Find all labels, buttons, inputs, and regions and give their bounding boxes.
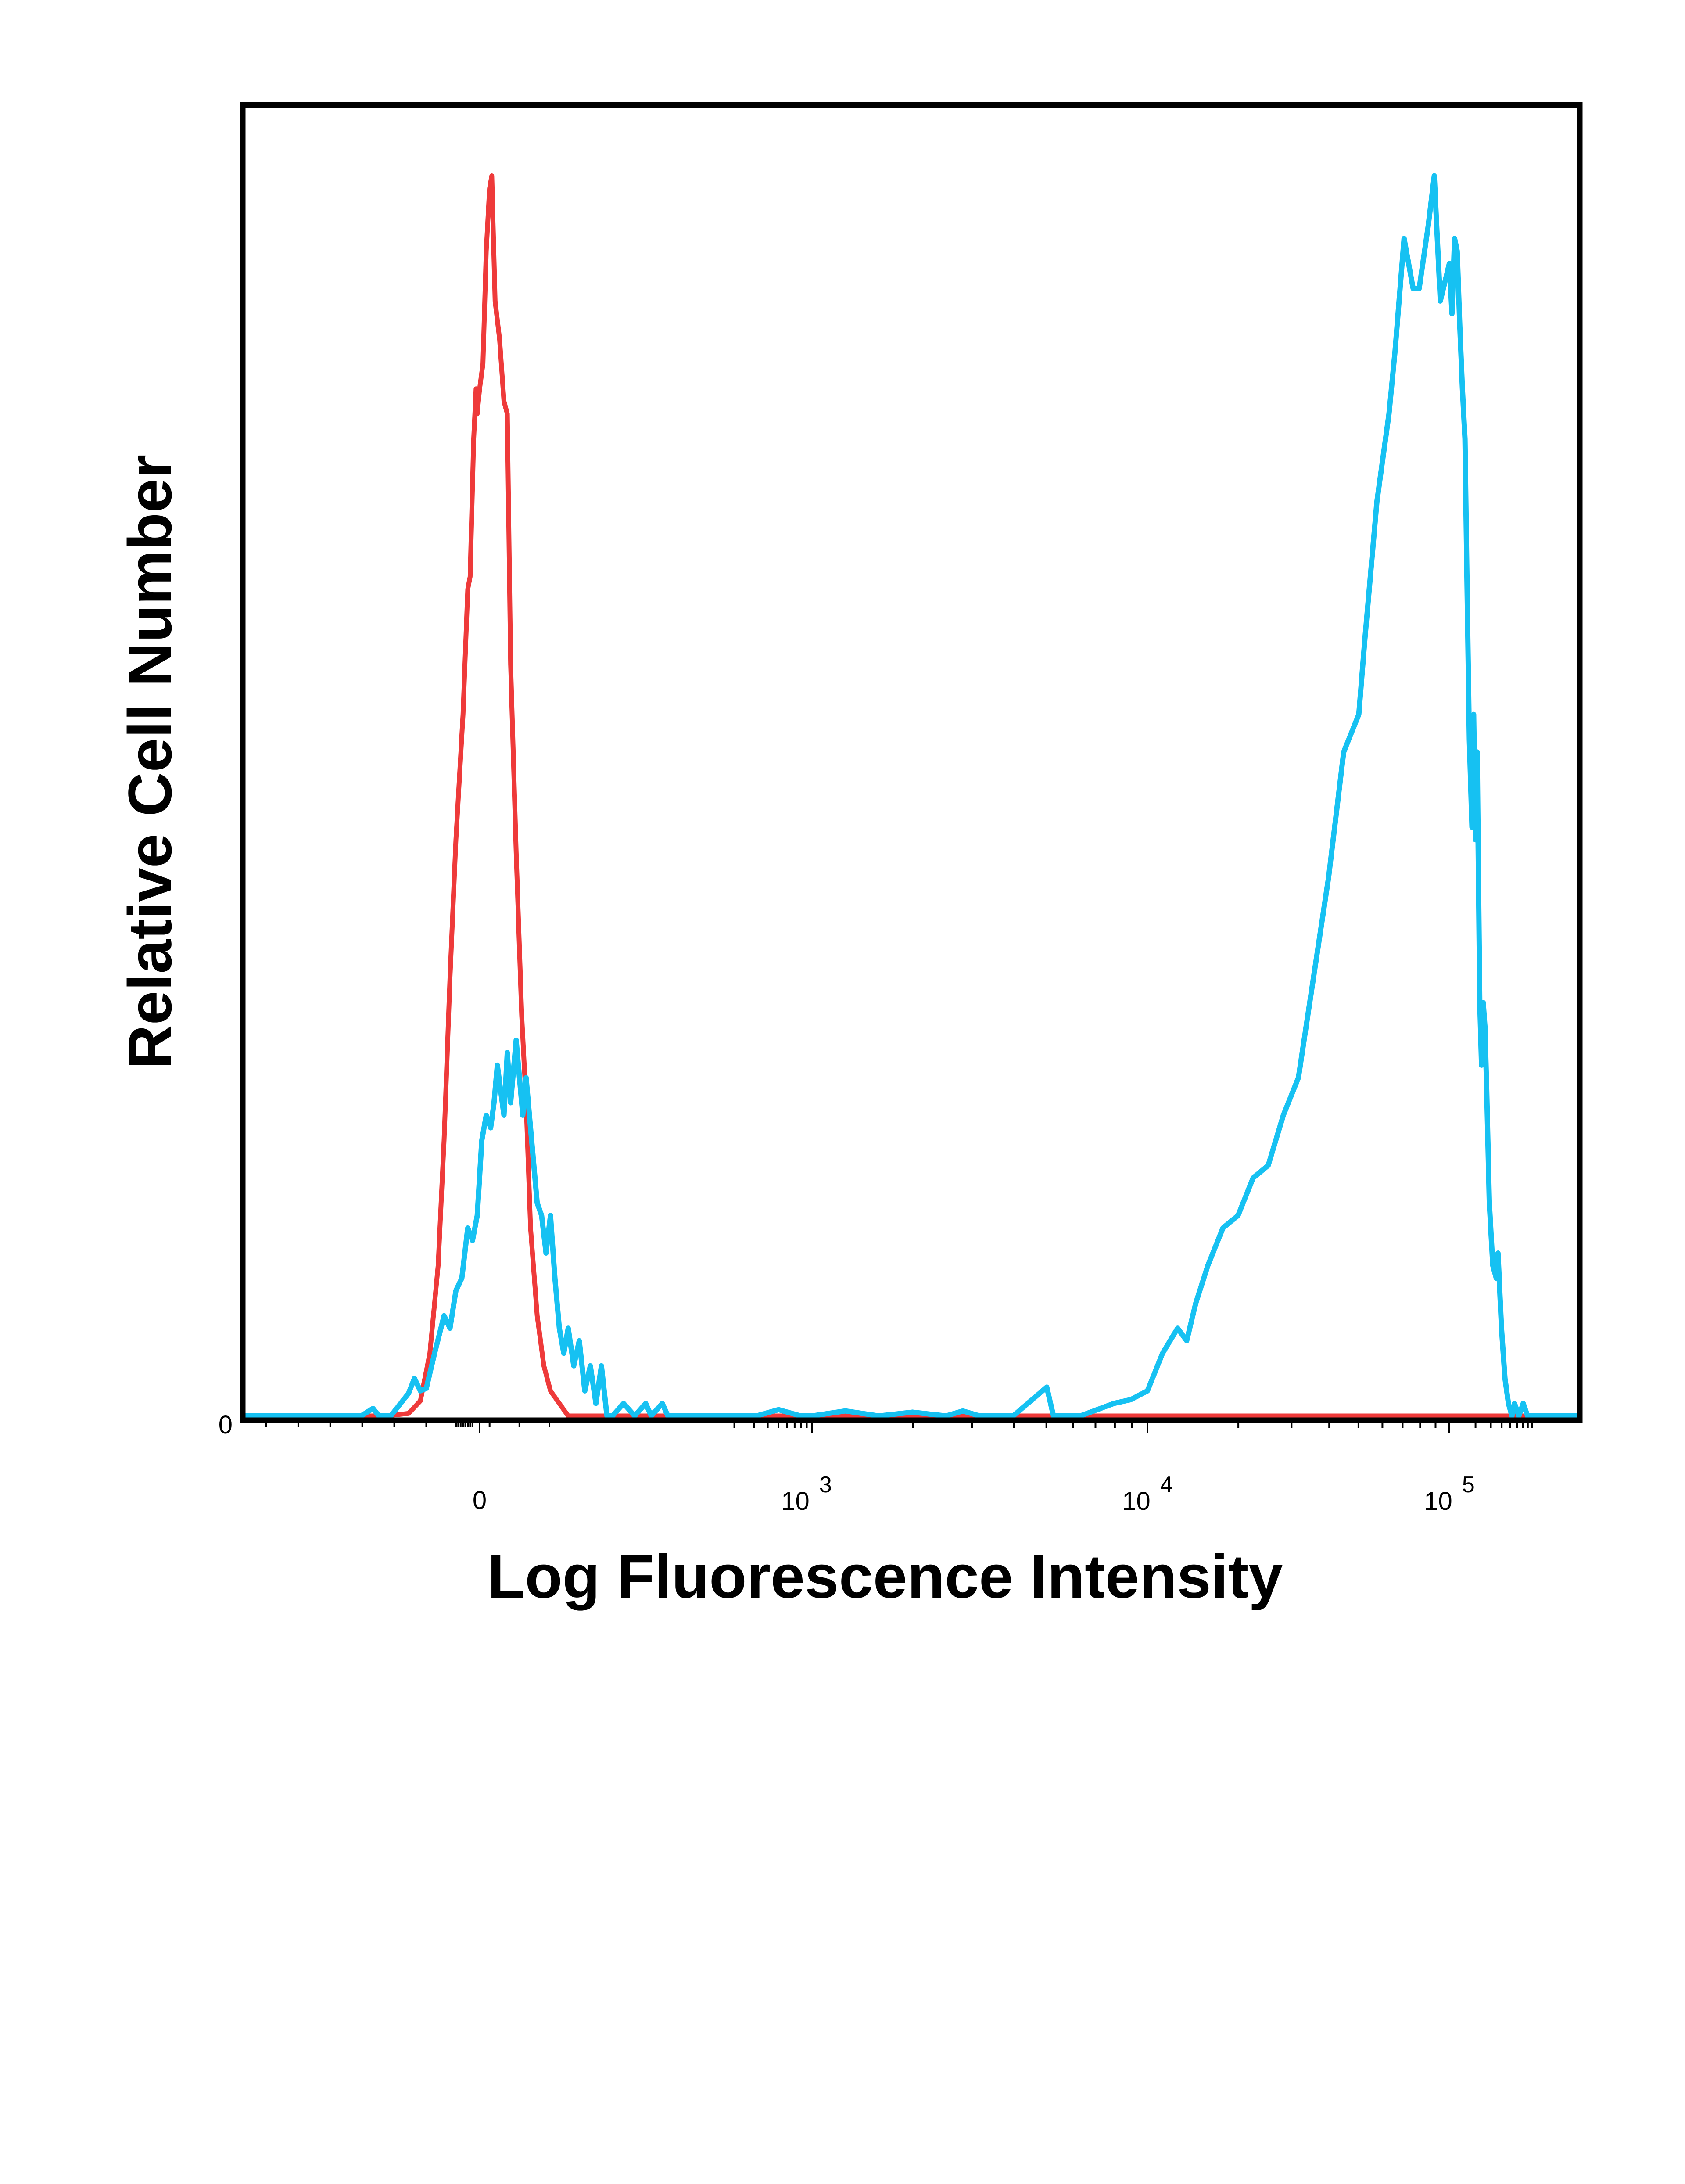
x-tick-label-1e4-exp: 4 xyxy=(1160,1472,1173,1498)
series-line-stained xyxy=(245,173,1577,1419)
x-tick-label-1e4-base: 10 xyxy=(1122,1487,1151,1516)
x-tick-label-1e5-base: 10 xyxy=(1424,1487,1452,1516)
series-line-isotype-control xyxy=(245,173,1577,1419)
x-axis-title: Log Fluorescence Intensity xyxy=(488,1542,1283,1611)
x-tick-label-1e5: 10 5 xyxy=(1424,1472,1475,1516)
x-minor-ticks xyxy=(265,1423,1533,1433)
x-tick-label-0: 0 xyxy=(473,1486,487,1515)
y-axis-title: Relative Cell Number xyxy=(115,455,184,1069)
x-tick-label-1e3-base: 10 xyxy=(781,1487,810,1516)
plot-area xyxy=(245,173,1577,1419)
x-tick-label-1e4: 10 4 xyxy=(1122,1472,1173,1516)
x-tick-label-1e3-exp: 3 xyxy=(819,1472,832,1498)
x-tick-labels: 0 10 3 10 4 10 5 xyxy=(473,1472,1475,1516)
x-tick-label-1e3: 10 3 xyxy=(781,1472,832,1516)
y-tick-label-0: 0 xyxy=(219,1411,233,1439)
plot-frame xyxy=(240,102,1583,1423)
x-tick-label-1e5-exp: 5 xyxy=(1462,1472,1475,1498)
series-layer xyxy=(245,173,1577,1419)
